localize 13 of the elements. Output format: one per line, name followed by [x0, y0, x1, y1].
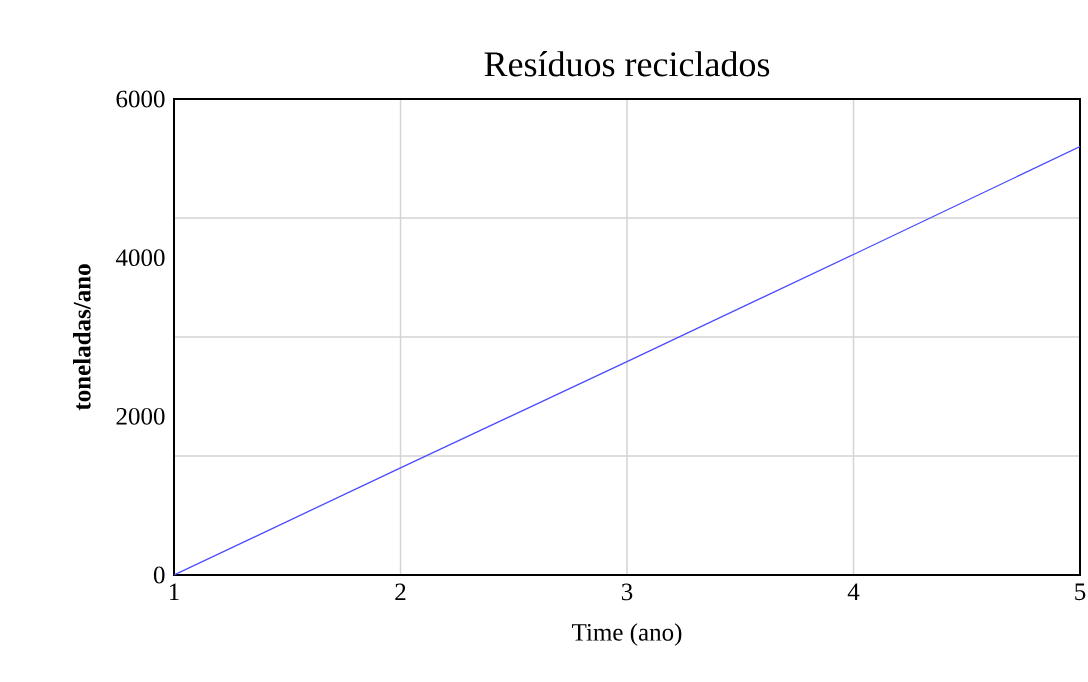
- x-tick-label: 2: [395, 583, 406, 601]
- line-series: [174, 145, 1080, 575]
- y-tick-label: 2000: [116, 407, 165, 425]
- y-tick-label: 4000: [115, 249, 165, 267]
- x-tick-label: 3: [621, 583, 633, 601]
- x-tick-label: 1: [169, 583, 179, 601]
- x-axis-title: Time (ano): [572, 623, 682, 646]
- x-tick-label: 5: [1075, 583, 1086, 601]
- y-tick-label: 0: [153, 566, 165, 584]
- y-axis-title: toneladas/ano: [73, 264, 91, 411]
- y-tick-label: 6000: [116, 90, 165, 108]
- x-tick-label: 4: [847, 583, 860, 600]
- chart-title: Resíduos reciclados: [484, 51, 770, 77]
